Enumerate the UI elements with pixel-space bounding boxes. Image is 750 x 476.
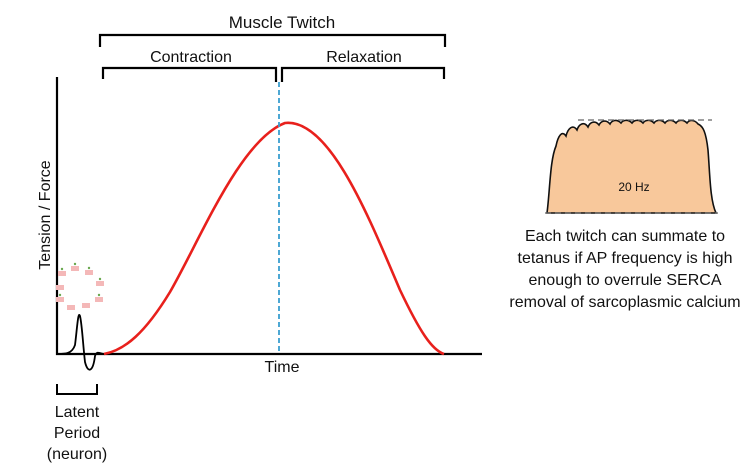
x-axis-label: Time [265, 359, 300, 376]
title-bracket [98, 33, 447, 47]
contraction-label: Contraction [150, 49, 232, 66]
relaxation-label: Relaxation [326, 49, 402, 66]
ion-icon-cluster [56, 262, 104, 310]
latent-period-label-line-3: (neuron) [47, 446, 107, 463]
diagram-title: Muscle Twitch [229, 13, 335, 32]
action-potential-spike [57, 314, 105, 371]
tetanus-frequency-label: 20 Hz [618, 180, 649, 194]
relaxation-bracket [280, 66, 446, 82]
latent-period-label-line-1: Latent [55, 404, 100, 421]
twitch-curve [103, 121, 445, 356]
latent-period-label-line-2: Period [54, 425, 100, 442]
summation-caption: Each twitch can summate to tetanus if AP… [509, 228, 741, 311]
latent-period-bracket [56, 384, 98, 395]
tetanus-curve [546, 119, 718, 214]
contraction-bracket [101, 66, 278, 82]
axes [55, 77, 482, 356]
y-axis-label: Tension / Force [37, 160, 54, 269]
